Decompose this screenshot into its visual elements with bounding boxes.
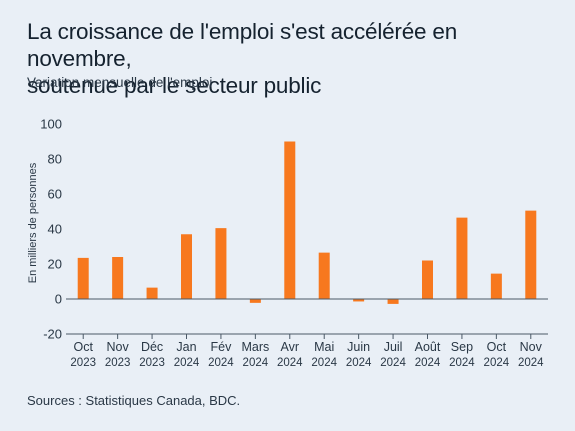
x-tick-label-year: 2024: [311, 357, 337, 369]
x-tick-label-year: 2023: [105, 357, 131, 369]
x-tick-label-year: 2023: [139, 357, 165, 369]
x-tick-label-month: Août: [415, 340, 441, 354]
x-tick-label-month: Nov: [520, 340, 543, 354]
x-tick-label-month: Mai: [314, 340, 334, 354]
x-tick-label-year: 2024: [277, 357, 303, 369]
y-tick-label: 80: [48, 152, 62, 167]
bar: [77, 257, 89, 300]
bar: [146, 287, 158, 300]
x-tick-label-month: Juil: [384, 340, 403, 354]
y-axis-label: En milliers de personnes: [27, 162, 39, 283]
x-tick-label-year: 2024: [174, 357, 200, 369]
x-tick-label-month: Oct: [487, 340, 507, 354]
bar: [525, 210, 537, 300]
x-tick-label-year: 2023: [70, 357, 96, 369]
x-tick-label-month: Jan: [176, 340, 196, 354]
bar: [181, 234, 192, 299]
x-tick-label-month: Juin: [347, 340, 370, 354]
x-tick-label-year: 2024: [518, 357, 544, 369]
chart-title-line1: La croissance de l'emploi s'est accéléré…: [27, 19, 458, 71]
bar: [249, 299, 261, 303]
x-tick-label-year: 2024: [380, 357, 406, 369]
y-tick-label: 0: [55, 292, 62, 307]
chart-title: La croissance de l'emploi s'est accéléré…: [27, 18, 567, 99]
x-tick-label-month: Avr: [281, 340, 300, 354]
bar: [112, 257, 124, 299]
x-tick-label-month: Sep: [451, 340, 473, 354]
x-tick-label-month: Oct: [73, 340, 93, 354]
x-tick-label-month: Mars: [241, 340, 269, 354]
bar: [215, 228, 227, 300]
x-tick-label-year: 2024: [415, 357, 441, 369]
bar: [490, 273, 502, 300]
bar: [456, 217, 468, 300]
y-tick-label: 60: [48, 187, 62, 202]
y-tick-label: 100: [40, 117, 62, 132]
x-tick-label-year: 2024: [208, 357, 234, 369]
x-tick-label-year: 2024: [449, 357, 475, 369]
y-tick-label: -20: [43, 327, 62, 342]
chart-title-line2: soutenue par le secteur public: [27, 73, 322, 98]
y-tick-label: 20: [48, 257, 62, 272]
x-tick-label-year: 2024: [346, 357, 372, 369]
bar: [318, 252, 330, 300]
bar: [353, 299, 365, 302]
x-tick-label-year: 2024: [484, 357, 510, 369]
x-tick-label-month: Déc: [141, 340, 163, 354]
x-tick-label-month: Nov: [107, 340, 130, 354]
bar: [387, 299, 399, 304]
bar: [284, 141, 296, 299]
chart-subtitle: Variation mensuelle de l'emploi: [27, 75, 213, 90]
x-tick-label-month: Fév: [211, 340, 233, 354]
bar: [422, 260, 433, 299]
y-tick-label: 40: [48, 222, 62, 237]
x-tick-label-year: 2024: [243, 357, 269, 369]
source-note: Sources : Statistiques Canada, BDC.: [27, 393, 241, 408]
